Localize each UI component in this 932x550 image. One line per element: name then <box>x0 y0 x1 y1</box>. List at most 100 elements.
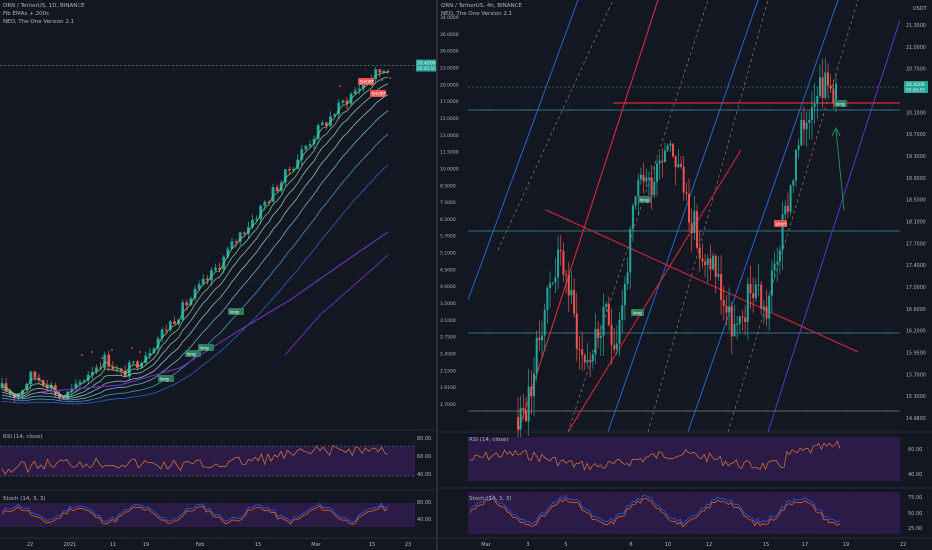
left-symbol-title[interactable]: ORN / TetherUS, 1D, BINANCE <box>3 3 85 9</box>
left-study-neo[interactable]: NEO, The One Version 2.1 <box>3 19 75 25</box>
candle-body <box>86 374 90 381</box>
candle-body <box>308 144 312 146</box>
candle-body <box>543 309 546 336</box>
candle-body <box>639 174 642 180</box>
candle-body <box>378 69 382 73</box>
stoch-axis-label: 40.00 <box>417 517 431 523</box>
left-rsi-label[interactable]: RSI (14, close) <box>3 434 43 440</box>
candle-body <box>559 249 562 251</box>
candle-body <box>549 283 552 288</box>
rsi-axis-label: 80.00 <box>417 436 431 442</box>
stoch-d-line <box>1 505 389 525</box>
left-scale-label: 23.0000 <box>440 65 459 71</box>
candle-body <box>341 100 345 103</box>
right-scale-label: 20.7000 <box>906 67 926 73</box>
right-symbol-title[interactable]: ORN / TetherUS, 4h, BINANCE <box>441 3 522 9</box>
candle-body <box>551 282 554 284</box>
ema-line <box>1 133 389 403</box>
candle-body <box>677 164 680 168</box>
candle-body <box>671 143 674 157</box>
candle-body <box>156 338 160 349</box>
pane-divider[interactable] <box>436 0 438 550</box>
candle-body <box>530 386 533 397</box>
candle-body <box>634 196 637 206</box>
time-axis-label: 15 <box>369 542 375 548</box>
candle-body <box>594 328 597 355</box>
left-scale-label: 13.0000 <box>440 133 459 139</box>
neo-marker <box>111 349 113 351</box>
signal-label: long <box>230 309 240 315</box>
left-scale-label: 17.0000 <box>440 99 459 105</box>
candle-body <box>201 278 205 285</box>
time-axis-label: Mar <box>481 542 491 548</box>
sma-200-line <box>284 254 389 356</box>
candle-body <box>132 361 135 363</box>
right-chart-pane[interactable]: 34.0000 30.0000 26.0000 23.0000 20.0000 17.00… <box>438 0 932 550</box>
right-scale-label: 18.1000 <box>906 220 926 226</box>
candle-body <box>136 361 139 368</box>
candle-body <box>353 90 357 94</box>
right-chart-canvas[interactable]: 34.000030.000026.000023.000020.000017.00… <box>438 0 932 550</box>
rsi-axis-label: 40.00 <box>417 472 431 478</box>
candle-body <box>573 290 576 314</box>
candle-body <box>283 169 287 183</box>
candle-body <box>696 211 699 248</box>
candle-body <box>312 138 316 145</box>
signal-label: SHORT <box>372 91 387 97</box>
left-scale-label: 5.7000 <box>440 234 456 240</box>
candle-body <box>607 303 610 325</box>
candle-body <box>74 383 78 389</box>
price-tag-timer: 05:45:55 <box>417 66 436 71</box>
left-chart-canvas[interactable]: 20.420005:45:55SHORTSHORTlonglonglonglon… <box>0 0 436 550</box>
right-rsi-label[interactable]: RSI (14, close) <box>469 437 509 443</box>
candle-body <box>693 211 696 234</box>
candle-body <box>605 303 608 307</box>
candle-body <box>583 355 586 363</box>
candle-body <box>682 166 685 193</box>
time-axis-label: 22 <box>27 542 33 548</box>
candle-body <box>824 72 827 98</box>
left-scale-label: 7.5000 <box>440 200 456 206</box>
candle-body <box>789 185 792 212</box>
candle-body <box>720 274 723 301</box>
channel-line <box>687 0 839 433</box>
candle-body <box>637 179 640 197</box>
candle-body <box>781 214 784 250</box>
signal-tag-short <box>358 78 374 85</box>
left-scale-label: 4.5000 <box>440 267 456 273</box>
candle-body <box>173 321 176 325</box>
left-chart-pane[interactable]: ORN / TetherUS, 1D, BINANCE Fib EMAs + 2… <box>0 0 436 550</box>
candle-body <box>757 284 760 286</box>
right-study-neo[interactable]: NEO, The One Version 2.1 <box>441 11 513 17</box>
candle-body <box>300 149 304 160</box>
candle-body <box>226 248 230 257</box>
time-axis-label: 12 <box>706 542 712 548</box>
candle-body <box>690 222 693 234</box>
candle-body <box>674 156 677 168</box>
candle-body <box>706 258 709 266</box>
candle-body <box>778 249 781 262</box>
left-scale-label: 26.0000 <box>440 49 459 55</box>
arrow-head <box>831 126 841 137</box>
left-study-fib-emas[interactable]: Fib EMAs + 200s <box>3 11 49 17</box>
candle-body <box>666 145 669 151</box>
right-scale-label: 19.3000 <box>906 154 926 160</box>
left-stoch-label[interactable]: Stoch (14, 3, 3) <box>3 496 46 502</box>
candle-body <box>722 300 725 306</box>
candle-body <box>127 362 131 377</box>
candle-body <box>337 102 341 115</box>
right-stoch-label[interactable]: Stoch (14, 3, 3) <box>469 496 512 502</box>
candle-body <box>562 250 565 275</box>
candle-body <box>271 187 275 202</box>
left-scale-label: 3.1000 <box>440 318 456 324</box>
price-tag <box>904 81 928 94</box>
signal-tag-long <box>198 344 214 351</box>
candle-body <box>525 410 528 422</box>
left-scale-label: 5.1000 <box>440 251 456 257</box>
stoch-axis-label: 80.00 <box>417 500 431 506</box>
left-scale-label: 11.5000 <box>440 150 459 156</box>
candle-body <box>522 408 525 411</box>
signal-label: long <box>640 197 650 203</box>
candle-body <box>251 219 254 228</box>
stoch-k-line <box>1 502 389 523</box>
